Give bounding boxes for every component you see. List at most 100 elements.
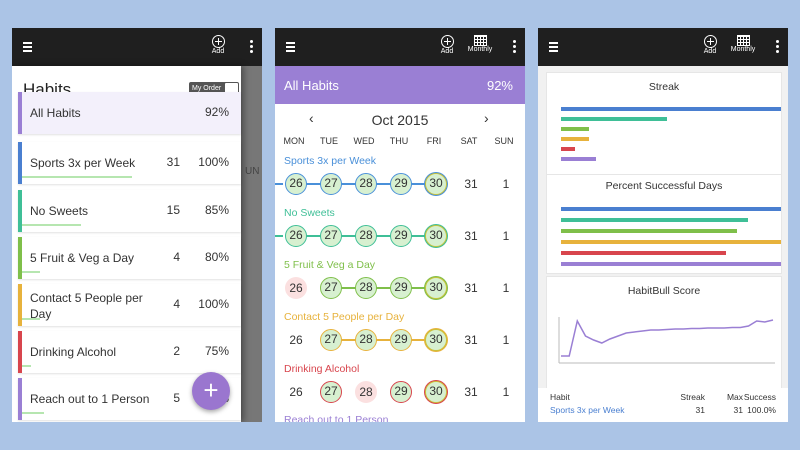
day-completed[interactable]: 28 — [355, 329, 377, 351]
day-cell[interactable]: 31 — [464, 281, 478, 295]
habit-name: Drinking Alcohol — [30, 345, 117, 359]
day-cell[interactable]: 1 — [502, 385, 510, 399]
streak-connector — [331, 339, 436, 341]
day-completed[interactable]: 29 — [390, 277, 412, 299]
habit-row[interactable]: Drinking Alcohol 2 75% — [18, 331, 241, 373]
add-button[interactable]: Add — [203, 35, 233, 56]
weekday-label: MON — [283, 136, 305, 146]
streak-title: Streak — [648, 81, 680, 93]
day-cell[interactable]: 26 — [289, 333, 303, 347]
day-completed[interactable]: 29 — [390, 329, 412, 351]
calendar-habit-name[interactable]: Reach out to 1 Person — [284, 414, 389, 422]
day-completed[interactable]: 30 — [425, 329, 447, 351]
habit-name: Sports 3x per Week — [30, 156, 136, 170]
more-options-icon[interactable] — [776, 40, 779, 55]
calendar-habit-name[interactable]: Sports 3x per Week — [284, 155, 377, 167]
day-cell[interactable]: 26 — [289, 385, 303, 399]
habit-row[interactable]: All Habits 92% — [18, 92, 241, 134]
habit-percent: 85% — [204, 203, 229, 217]
day-completed[interactable]: 29 — [390, 381, 412, 403]
day-completed[interactable]: 27 — [320, 381, 342, 403]
weekday-label: SAT — [460, 136, 478, 146]
calendar-icon — [473, 35, 487, 46]
day-cell[interactable]: 1 — [502, 281, 510, 295]
day-completed[interactable]: 28 — [355, 277, 377, 299]
calendar-screen: Add Monthly All Habits 92% ‹ Oct 2015 › … — [275, 28, 525, 422]
add-label: Add — [440, 48, 454, 55]
percent-bar — [561, 229, 737, 233]
habit-row[interactable]: Sports 3x per Week 31 100% — [18, 142, 241, 184]
day-completed[interactable]: 30 — [425, 225, 447, 247]
day-completed[interactable]: 27 — [320, 225, 342, 247]
day-completed[interactable]: 30 — [425, 381, 447, 403]
prev-month-icon[interactable]: ‹ — [309, 110, 314, 126]
weekday-label: TUE — [320, 136, 338, 146]
day-cell[interactable]: 31 — [464, 385, 478, 399]
habit-color-bar — [18, 284, 22, 326]
habit-streak: 4 — [173, 297, 180, 311]
my-order-toggle[interactable]: My Order — [189, 82, 239, 95]
more-options-icon[interactable] — [250, 40, 253, 55]
day-completed[interactable]: 30 — [425, 277, 447, 299]
day-completed[interactable]: 26 — [285, 225, 307, 247]
score-line — [561, 318, 774, 357]
day-completed[interactable]: 27 — [320, 277, 342, 299]
day-completed[interactable]: 28 — [355, 173, 377, 195]
weekday-label: FRI — [426, 136, 442, 146]
habit-color-bar — [18, 331, 22, 373]
habit-name: Contact 5 People per Day — [30, 291, 143, 321]
day-completed[interactable]: 27 — [320, 173, 342, 195]
day-completed[interactable]: 27 — [320, 329, 342, 351]
habit-progress-bar — [22, 365, 31, 367]
streak-bar — [561, 117, 667, 121]
menu-icon[interactable] — [549, 42, 558, 52]
habit-color-bar — [18, 142, 22, 184]
day-completed[interactable]: 28 — [355, 225, 377, 247]
table-header-success: Success — [743, 392, 776, 402]
day-cell[interactable]: 1 — [502, 333, 510, 347]
day-cell[interactable]: 31 — [464, 333, 478, 347]
weekday-label: SUN — [494, 136, 514, 146]
menu-icon[interactable] — [286, 42, 295, 52]
add-button[interactable]: Add — [432, 35, 462, 56]
habit-row[interactable]: Contact 5 People per Day 4 100% — [18, 284, 241, 326]
day-missed[interactable]: 26 — [285, 277, 307, 299]
add-habit-fab[interactable]: + — [192, 372, 230, 410]
habit-header: All Habits 92% — [275, 66, 525, 104]
day-cell[interactable]: 31 — [464, 229, 478, 243]
calendar-habit-name[interactable]: Contact 5 People per Day — [284, 311, 405, 323]
app-toolbar: Add Monthly — [538, 28, 788, 66]
day-completed[interactable]: 30 — [425, 173, 447, 195]
monthly-button[interactable]: Monthly — [465, 35, 495, 54]
add-button[interactable]: Add — [695, 35, 725, 56]
day-completed[interactable]: 29 — [390, 225, 412, 247]
day-completed[interactable]: 29 — [390, 173, 412, 195]
calendar-habit-name[interactable]: Drinking Alcohol — [284, 363, 360, 375]
score-line-chart — [558, 317, 775, 364]
day-cell[interactable]: 1 — [502, 177, 510, 191]
day-completed[interactable]: 26 — [285, 173, 307, 195]
habit-percent: 100% — [198, 297, 229, 311]
habit-row[interactable]: No Sweets 15 85% — [18, 190, 241, 232]
habit-row[interactable]: 5 Fruit & Veg a Day 4 80% — [18, 237, 241, 279]
background-day-label: UN — [245, 166, 260, 177]
day-cell[interactable]: 1 — [502, 229, 510, 243]
habit-name: No Sweets — [30, 204, 89, 218]
habit-color-bar — [18, 378, 22, 420]
more-options-icon[interactable] — [513, 40, 516, 55]
day-missed[interactable]: 28 — [355, 381, 377, 403]
streak-bar — [561, 147, 575, 151]
habit-streak: 4 — [173, 250, 180, 264]
percent-card: Percent Successful Days — [546, 174, 782, 274]
menu-icon[interactable] — [23, 42, 32, 52]
calendar-habit-name[interactable]: 5 Fruit & Veg a Day — [284, 259, 376, 271]
monthly-button[interactable]: Monthly — [728, 35, 758, 54]
habit-color-bar — [18, 190, 22, 232]
calendar-habit-name[interactable]: No Sweets — [284, 207, 335, 219]
day-cell[interactable]: 31 — [464, 177, 478, 191]
habit-streak: 31 — [166, 155, 180, 169]
next-month-icon[interactable]: › — [484, 110, 489, 126]
table-cell-habit[interactable]: Sports 3x per Week — [550, 405, 625, 415]
plus-icon: + — [203, 375, 219, 405]
percent-bar — [561, 262, 781, 266]
